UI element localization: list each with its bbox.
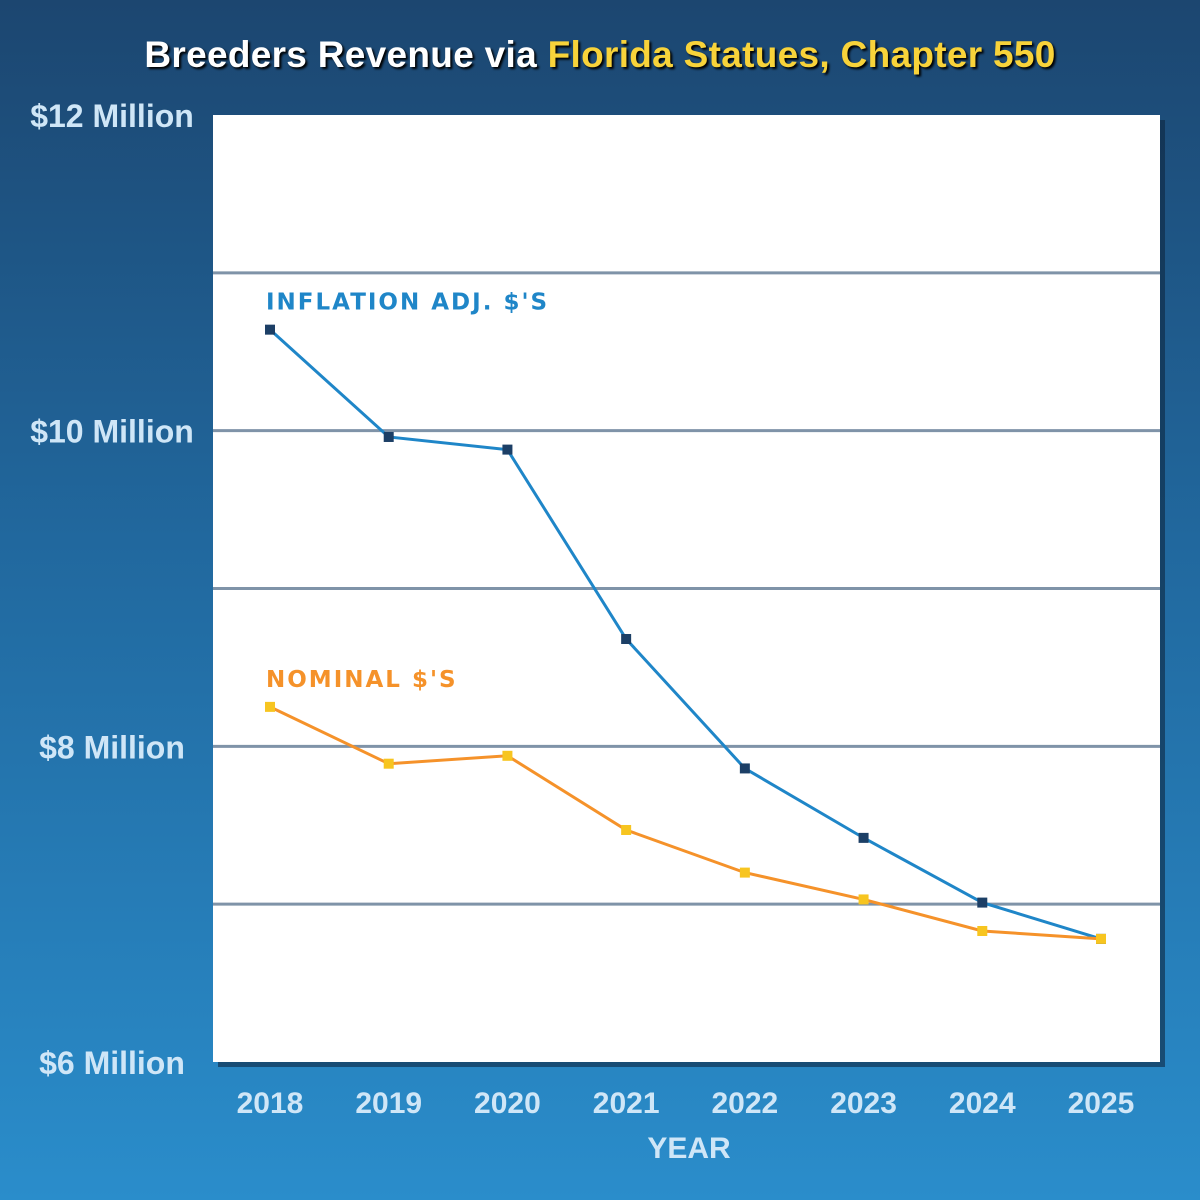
data-point [502, 750, 513, 761]
data-point [1096, 933, 1106, 944]
title-text: Breeders Revenue via [144, 34, 538, 75]
data-point [265, 324, 275, 335]
data-point [977, 925, 988, 936]
x-tick-label: 2024 [949, 1087, 1016, 1120]
data-point [858, 832, 869, 843]
data-point [739, 867, 750, 878]
y-tick-label: $8 Million [39, 729, 185, 765]
data-point [265, 701, 275, 712]
x-tick-label: 2019 [355, 1087, 422, 1120]
x-tick-label: 2025 [1068, 1087, 1135, 1120]
series-label: INFLATION ADJ. $'S [266, 290, 549, 316]
series-label: NOMINAL $'S [266, 667, 458, 693]
series-line [269, 705, 1102, 941]
x-tick-label: 2020 [474, 1087, 541, 1120]
x-axis-label: YEAR [647, 1132, 731, 1165]
x-tick-label: 2023 [830, 1087, 897, 1120]
x-tick-label: 2022 [711, 1087, 778, 1120]
y-tick-label: $6 Million [39, 1045, 185, 1081]
y-tick-label: $10 Million [30, 414, 194, 450]
data-point [502, 444, 513, 455]
title-highlight: Florida Statues, Chapter 550 [547, 34, 1056, 75]
series-nominal: NOMINAL $'S [265, 667, 1106, 944]
data-point [977, 897, 988, 908]
data-point [739, 763, 750, 774]
data-point [383, 758, 394, 769]
series-inflation-adjusted: INFLATION ADJ. $'S [265, 290, 1106, 944]
data-point [621, 824, 632, 835]
chart-title: Breeders Revenue via Florida Statues, Ch… [0, 34, 1200, 76]
y-tick-label: $12 Million [30, 98, 194, 134]
data-point [383, 431, 394, 442]
data-point [621, 634, 632, 645]
x-tick-label: 2021 [593, 1087, 660, 1120]
x-tick-label: 2018 [237, 1087, 304, 1120]
series-line [268, 328, 1102, 941]
data-point [858, 894, 869, 905]
